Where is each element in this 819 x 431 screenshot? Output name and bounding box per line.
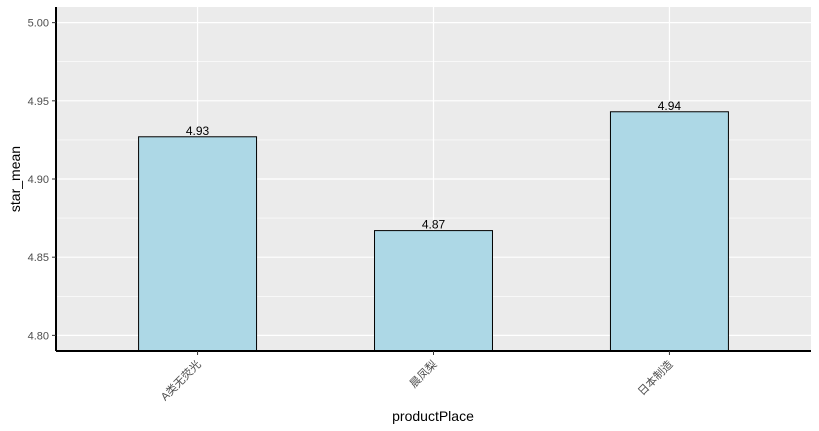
x-axis-ticks: A类无荧光 晨凤梨 日本制造 <box>157 351 676 403</box>
y-tick-label: 4.85 <box>28 252 49 264</box>
y-axis-title: star_mean <box>7 146 23 212</box>
x-axis-title: productPlace <box>392 408 474 424</box>
x-tick-label: 晨凤梨 <box>406 357 439 390</box>
bar <box>138 136 258 352</box>
bar <box>374 230 493 352</box>
y-axis-ticks: 4.80 4.85 4.90 4.95 5.00 <box>28 18 56 342</box>
data-labels: 4.93 4.87 4.94 <box>186 99 682 232</box>
x-tick-label: 日本制造 <box>635 357 676 398</box>
y-tick-label: 5.00 <box>28 18 49 30</box>
bar <box>609 111 729 352</box>
y-tick-label: 4.95 <box>28 96 49 108</box>
bars <box>138 111 729 352</box>
y-tick-label: 4.90 <box>28 174 49 186</box>
bar-value-label: 4.93 <box>186 124 210 138</box>
bar-value-label: 4.87 <box>422 218 446 232</box>
x-tick-label: A类无荧光 <box>157 357 203 403</box>
bar-value-label: 4.94 <box>658 99 682 113</box>
y-tick-label: 4.80 <box>28 330 49 342</box>
